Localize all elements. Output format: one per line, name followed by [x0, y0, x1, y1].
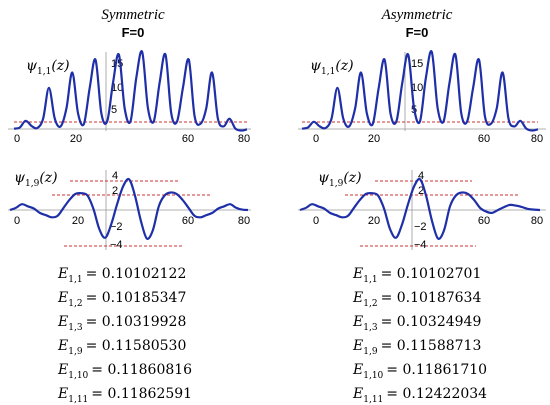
energy-list-asymmetric: E1,1 = 0.10102701 E1,2 = 0.10187634 E1,3 = … [352, 266, 487, 405]
wavefunction-curve [301, 50, 539, 132]
xtick-0: 0 [313, 215, 319, 227]
xtick-60: 60 [478, 133, 490, 145]
ytick-minus-2: −2 [414, 221, 427, 233]
energy-row: E1,3 = 0.10319928 [57, 314, 186, 333]
panel-condition-asymmetric: F=0 [406, 25, 429, 40]
energy-row: E1,1 = 0.10102122 [57, 266, 186, 285]
panel-title-symmetric: Symmetric [101, 7, 165, 23]
panel-title-asymmetric: Asymmetric [381, 7, 453, 23]
ylabel-symmetric-psi-1-9: ψ1,9(z) [14, 170, 58, 189]
ytick-4: 4 [418, 170, 424, 182]
energy-row: E1,9 = 0.11588713 [352, 338, 481, 357]
energy-row: E1,2 = 0.10187634 [352, 290, 481, 309]
ytick-2: 2 [112, 185, 118, 197]
energy-row: E1,11 = 0.11862591 [57, 386, 192, 405]
ytick-4: 4 [112, 170, 118, 182]
energy-row: E1,11 = 0.12422034 [352, 386, 487, 405]
xtick-80: 80 [531, 133, 543, 145]
xtick-80: 80 [238, 133, 250, 145]
xtick-20: 20 [70, 133, 82, 145]
plot-asymmetric-psi-1-9: ψ1,9(z) 4 2 −2 −4 0 20 60 80 [298, 170, 546, 251]
energy-row: E1,9 = 0.11580530 [57, 338, 186, 357]
ytick-5: 5 [111, 104, 117, 116]
plot-symmetric-psi-1-9: ψ1,9(z) 4 2 −2 −4 0 20 60 80 [8, 170, 251, 251]
ytick-minus-4: −4 [110, 239, 123, 251]
ytick-10: 10 [411, 82, 423, 94]
wavefunction-curve [9, 177, 249, 240]
xtick-60: 60 [182, 133, 194, 145]
wavefunction-curve [13, 50, 248, 132]
plot-symmetric-psi-1-1: ψ1,1(z) 15 10 5 0 20 60 80 [8, 50, 251, 145]
ytick-minus-4: −4 [414, 239, 427, 251]
xtick-60: 60 [182, 215, 194, 227]
energy-row: E1,1 = 0.10102701 [352, 266, 481, 285]
panel-condition-symmetric: F=0 [122, 25, 145, 40]
ylabel-asymmetric-psi-1-1: ψ1,1(z) [310, 58, 354, 77]
energy-row: E1,3 = 0.10324949 [352, 314, 481, 333]
energy-row: E1,2 = 0.10185347 [57, 290, 186, 309]
energy-row: E1,10 = 0.11860816 [57, 362, 192, 381]
xtick-0: 0 [14, 133, 20, 145]
wavefunction-curve [299, 177, 541, 240]
xtick-0: 0 [313, 133, 319, 145]
ytick-2: 2 [418, 185, 424, 197]
xtick-20: 20 [368, 133, 380, 145]
ytick-10: 10 [111, 82, 123, 94]
xtick-20: 20 [368, 215, 380, 227]
ytick-15: 15 [411, 58, 423, 70]
xtick-80: 80 [531, 215, 543, 227]
ylabel-symmetric-psi-1-1: ψ1,1(z) [26, 58, 70, 77]
xtick-0: 0 [14, 215, 20, 227]
plot-asymmetric-psi-1-1: ψ1,1(z) 15 10 5 0 20 60 80 [298, 50, 546, 145]
energy-row: E1,10 = 0.11861710 [352, 362, 487, 381]
ylabel-asymmetric-psi-1-9: ψ1,9(z) [318, 170, 362, 189]
ytick-minus-2: −2 [110, 221, 123, 233]
energy-list-symmetric: E1,1 = 0.10102122 E1,2 = 0.10185347 E1,3 = … [57, 266, 192, 405]
xtick-80: 80 [238, 215, 250, 227]
xtick-20: 20 [72, 215, 84, 227]
xtick-60: 60 [478, 215, 490, 227]
